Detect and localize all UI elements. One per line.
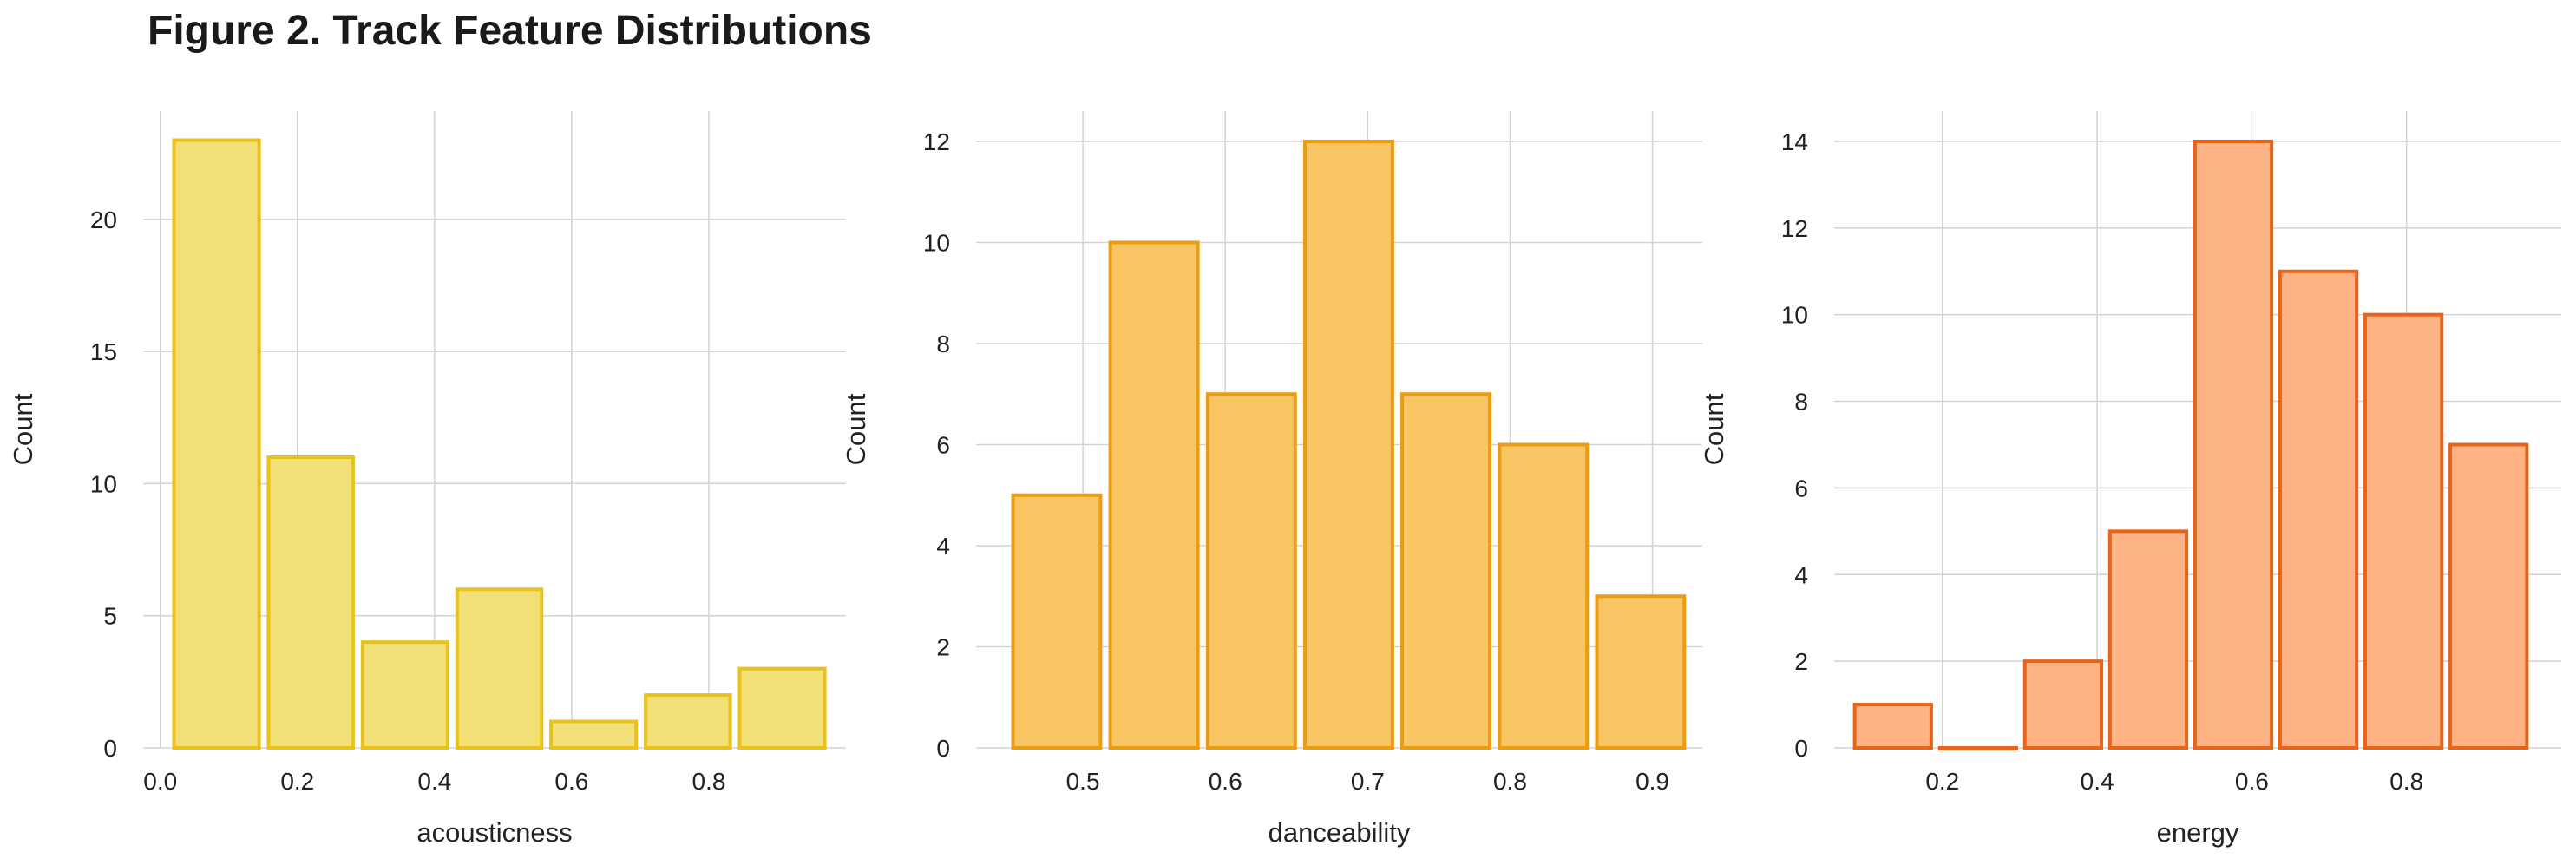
acousticness-y-axis-label: Count [8,393,38,465]
energy-bar [2448,442,2529,750]
acousticness-bar [737,666,827,750]
danceability-xtick-label: 0.8 [1493,768,1527,795]
danceability-bar [1498,442,1590,750]
acousticness-xtick-label: 0.4 [417,768,451,795]
danceability-ytick-label: 4 [936,533,950,560]
danceability-ytick-label: 2 [936,633,950,660]
energy-xtick-label: 0.6 [2235,768,2269,795]
acousticness-bar [455,587,544,750]
acousticness-ytick-label: 0 [103,735,117,762]
energy-ytick-label: 8 [1794,389,1808,416]
energy-ytick-label: 10 [1781,302,1808,329]
acousticness-bar [266,455,355,750]
danceability-bar [1011,493,1103,750]
energy-y-axis-label: Count [1699,393,1729,465]
acousticness-bar [549,719,639,750]
danceability-xtick-label: 0.5 [1066,768,1100,795]
acousticness-xtick-label: 0.0 [143,768,177,795]
danceability-bar [1108,240,1200,750]
energy-bar [1852,703,1933,750]
energy-bar [2193,139,2274,750]
acousticness-x-axis-label: acousticness [416,817,572,848]
energy-bar [2107,529,2189,750]
panel-energy: 0.2 0.4 0.6 0.8 0 2 4 6 8 10 12 14 energy Count [1699,111,2561,848]
acousticness-bar [360,640,449,750]
panel-acousticness: 0.0 0.2 0.4 0.6 0.8 0 5 10 15 20 acousticness Count [8,111,846,848]
energy-ytick-label: 2 [1794,648,1808,675]
danceability-bar [1302,139,1394,750]
danceability-ytick-label: 6 [936,431,950,458]
energy-bar [2363,312,2444,750]
danceability-bar [1205,392,1297,750]
energy-ytick-label: 4 [1794,561,1808,588]
acousticness-bar [644,693,732,750]
danceability-bar [1595,594,1687,750]
energy-x-axis-label: energy [2157,817,2239,848]
danceability-y-axis-label: Count [841,393,871,465]
acousticness-bar [172,138,261,750]
energy-bar [2278,269,2359,750]
panel-danceability: 0.5 0.6 0.7 0.8 0.9 0 2 4 6 8 10 12 danceability Coun… [841,111,1702,848]
figure-title: Figure 2. Track Feature Distributions [147,8,872,54]
danceability-x-axis-label: danceability [1268,817,1411,848]
energy-ytick-label: 12 [1781,215,1808,242]
danceability-xtick-label: 0.7 [1351,768,1385,795]
danceability-ytick-label: 12 [923,128,950,155]
acousticness-xtick-label: 0.8 [692,768,725,795]
energy-ytick-label: 6 [1794,475,1808,501]
acousticness-ytick-label: 5 [103,603,117,630]
acousticness-xtick-label: 0.6 [554,768,588,795]
energy-xtick-label: 0.4 [2081,768,2114,795]
acousticness-ytick-label: 20 [90,206,117,233]
danceability-ytick-label: 10 [923,229,950,256]
acousticness-ytick-label: 15 [90,338,117,365]
danceability-bar [1400,392,1492,750]
acousticness-ytick-label: 10 [90,470,117,497]
danceability-ytick-label: 8 [936,331,950,357]
energy-bar [1937,746,2018,750]
energy-ytick-label: 0 [1794,735,1808,762]
energy-xtick-label: 0.8 [2389,768,2423,795]
acousticness-xtick-label: 0.2 [280,768,314,795]
danceability-xtick-label: 0.6 [1209,768,1242,795]
energy-ytick-label: 14 [1781,128,1808,155]
danceability-ytick-label: 0 [936,735,950,762]
energy-bar [2022,659,2104,750]
danceability-xtick-label: 0.9 [1635,768,1669,795]
energy-xtick-label: 0.2 [1925,768,1959,795]
